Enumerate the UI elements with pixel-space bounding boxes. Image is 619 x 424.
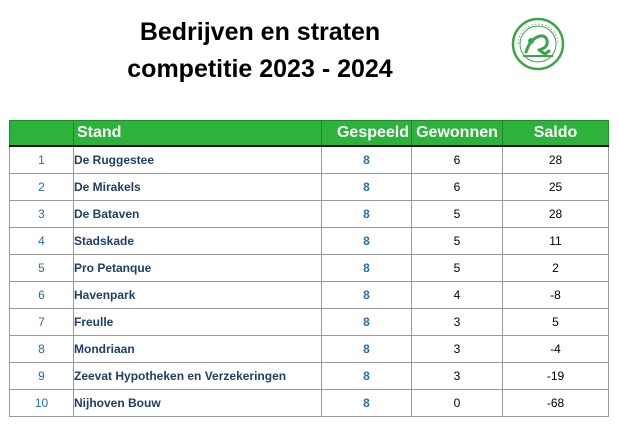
table-row: 2 De Mirakels 8 6 25	[9, 173, 609, 201]
played-cell: 8	[321, 362, 412, 390]
page-title: Bedrijven en straten competitie 2023 - 2…	[100, 14, 420, 88]
rank-cell: 6	[9, 281, 74, 309]
saldo-cell: 5	[502, 308, 609, 336]
table-row: 1 De Ruggestee 8 6 28	[9, 145, 609, 174]
won-cell: 6	[411, 145, 503, 174]
rank-cell: 5	[9, 254, 74, 282]
team-cell: Freulle	[73, 308, 322, 336]
table-header-row: Stand Gespeeld Gewonnen Saldo	[9, 120, 609, 147]
played-cell: 8	[321, 335, 412, 363]
saldo-cell: -19	[502, 362, 609, 390]
saldo-cell: 11	[502, 227, 609, 255]
header-stand: Stand	[73, 120, 322, 147]
saldo-cell: 25	[502, 173, 609, 201]
team-cell: Stadskade	[73, 227, 322, 255]
played-cell: 8	[321, 145, 412, 174]
rank-cell: 1	[9, 145, 74, 174]
played-cell: 8	[321, 308, 412, 336]
team-cell: De Ruggestee	[73, 145, 322, 174]
played-cell: 8	[321, 281, 412, 309]
club-logo-icon	[511, 17, 565, 71]
table-row: 8 Mondriaan 8 3 -4	[9, 335, 609, 363]
team-cell: Nijhoven Bouw	[73, 389, 322, 417]
played-cell: 8	[321, 173, 412, 201]
page-title-line-2: competitie 2023 - 2024	[127, 55, 393, 83]
rank-cell: 4	[9, 227, 74, 255]
header-gewonnen: Gewonnen	[411, 120, 503, 147]
won-cell: 3	[411, 362, 503, 390]
saldo-cell: -4	[502, 335, 609, 363]
table-row: 6 Havenpark 8 4 -8	[9, 281, 609, 309]
table-row: 4 Stadskade 8 5 11	[9, 227, 609, 255]
saldo-cell: -68	[502, 389, 609, 417]
table-row: 3 De Bataven 8 5 28	[9, 200, 609, 228]
saldo-cell: 2	[502, 254, 609, 282]
rank-cell: 3	[9, 200, 74, 228]
played-cell: 8	[321, 389, 412, 417]
won-cell: 0	[411, 389, 503, 417]
saldo-cell: 28	[502, 200, 609, 228]
table-row: 10 Nijhoven Bouw 8 0 -68	[9, 389, 609, 417]
standings-table: Stand Gespeeld Gewonnen Saldo 1 De Rugge…	[9, 120, 609, 417]
table-row: 7 Freulle 8 3 5	[9, 308, 609, 336]
team-cell: De Bataven	[73, 200, 322, 228]
won-cell: 3	[411, 335, 503, 363]
team-cell: Mondriaan	[73, 335, 322, 363]
won-cell: 5	[411, 200, 503, 228]
rank-cell: 10	[9, 389, 74, 417]
saldo-cell: 28	[502, 145, 609, 174]
played-cell: 8	[321, 200, 412, 228]
saldo-cell: -8	[502, 281, 609, 309]
team-cell: Pro Petanque	[73, 254, 322, 282]
won-cell: 5	[411, 227, 503, 255]
played-cell: 8	[321, 254, 412, 282]
played-cell: 8	[321, 227, 412, 255]
rank-cell: 2	[9, 173, 74, 201]
won-cell: 6	[411, 173, 503, 201]
page-title-line-1: Bedrijven en straten	[139, 18, 381, 46]
header-saldo: Saldo	[502, 120, 609, 147]
team-cell: Zeevat Hypotheken en Verzekeringen	[73, 362, 322, 390]
rank-cell: 8	[9, 335, 74, 363]
won-cell: 4	[411, 281, 503, 309]
rank-cell: 9	[9, 362, 74, 390]
rank-cell: 7	[9, 308, 74, 336]
team-cell: Havenpark	[73, 281, 322, 309]
table-row: 5 Pro Petanque 8 5 2	[9, 254, 609, 282]
won-cell: 3	[411, 308, 503, 336]
header-rank	[9, 120, 74, 147]
header-gespeeld: Gespeeld	[321, 120, 412, 147]
team-cell: De Mirakels	[73, 173, 322, 201]
won-cell: 5	[411, 254, 503, 282]
table-row: 9 Zeevat Hypotheken en Verzekeringen 8 3…	[9, 362, 609, 390]
